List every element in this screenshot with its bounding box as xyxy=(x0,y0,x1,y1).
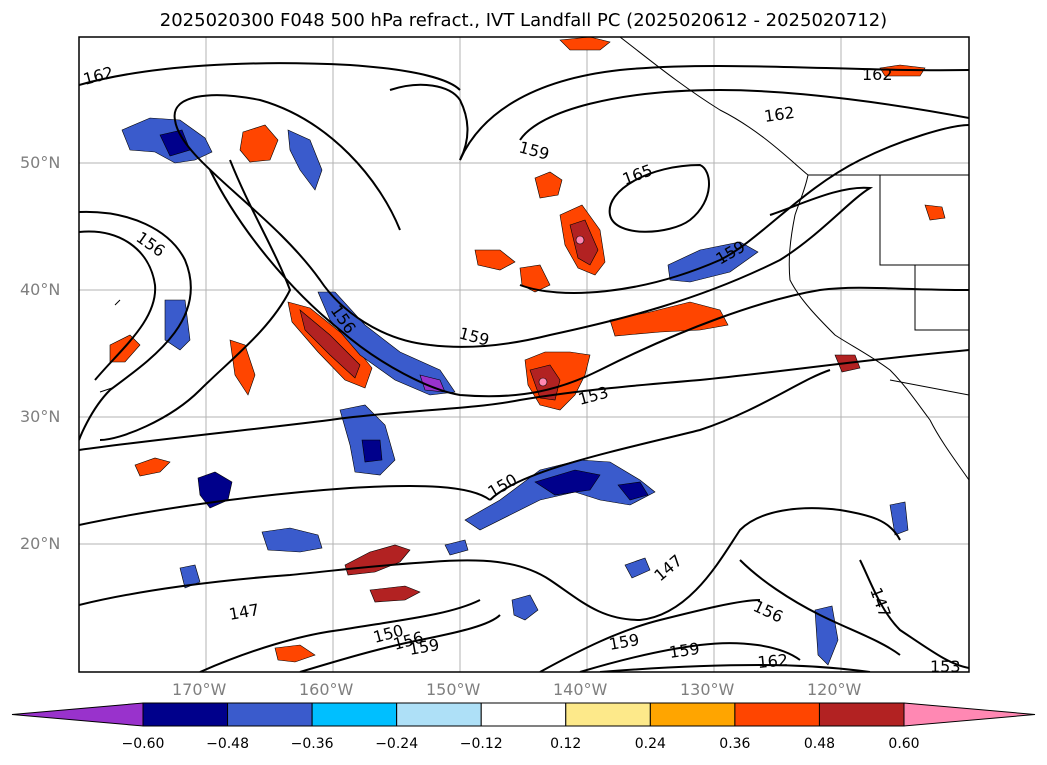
colorbar-segment xyxy=(480,702,567,727)
colorbar-tick-label: 0.48 xyxy=(803,736,836,752)
colorbar-tick-label: −0.36 xyxy=(290,736,334,752)
lon-label: 140°W xyxy=(553,680,608,699)
colorbar-extend-low xyxy=(11,702,144,727)
colorbar-segment xyxy=(142,702,229,727)
colorbar-tick-label: −0.60 xyxy=(121,736,165,752)
colorbar xyxy=(11,702,1036,727)
colorbar-tick-label: −0.12 xyxy=(459,736,503,752)
lon-label: 160°W xyxy=(299,680,354,699)
lon-label: 130°W xyxy=(680,680,735,699)
map-title: 2025020300 F048 500 hPa refract., IVT La… xyxy=(159,10,888,31)
lon-label: 150°W xyxy=(426,680,481,699)
colorbar-tick-label: −0.48 xyxy=(206,736,249,752)
lon-label: 120°W xyxy=(807,680,862,699)
colorbar-tick-label: 0.60 xyxy=(888,736,920,752)
lat-label: 40°N xyxy=(20,280,61,299)
colorbar-tick-label: 0.36 xyxy=(719,736,751,752)
contour-label: 162 xyxy=(757,650,789,672)
lat-label: 50°N xyxy=(20,153,61,172)
coastlines xyxy=(99,37,969,481)
contour-label: 153 xyxy=(930,657,961,676)
colorbar-tick-label: 0.12 xyxy=(550,736,582,752)
contour-label: 159 xyxy=(668,639,701,662)
height-contours xyxy=(79,62,969,672)
colorbar-segment xyxy=(227,702,313,727)
colorbar-tick-label: −0.24 xyxy=(375,736,419,752)
colorbar-segment xyxy=(565,702,651,727)
lon-label: 170°W xyxy=(172,680,227,699)
colorbar-segment xyxy=(818,702,905,727)
map-area xyxy=(79,37,969,672)
colorbar-segment xyxy=(396,702,482,727)
contour-label: 162 xyxy=(862,65,893,84)
contour-label: 162 xyxy=(763,103,796,126)
colorbar-tick-label: 0.24 xyxy=(634,736,666,752)
lat-label: 30°N xyxy=(20,407,61,426)
colorbar-extend-high xyxy=(903,702,1036,727)
colorbar-segment xyxy=(649,702,736,727)
colorbar-segment xyxy=(311,702,398,727)
colorbar-segment xyxy=(734,702,820,727)
lat-label: 20°N xyxy=(20,534,61,553)
